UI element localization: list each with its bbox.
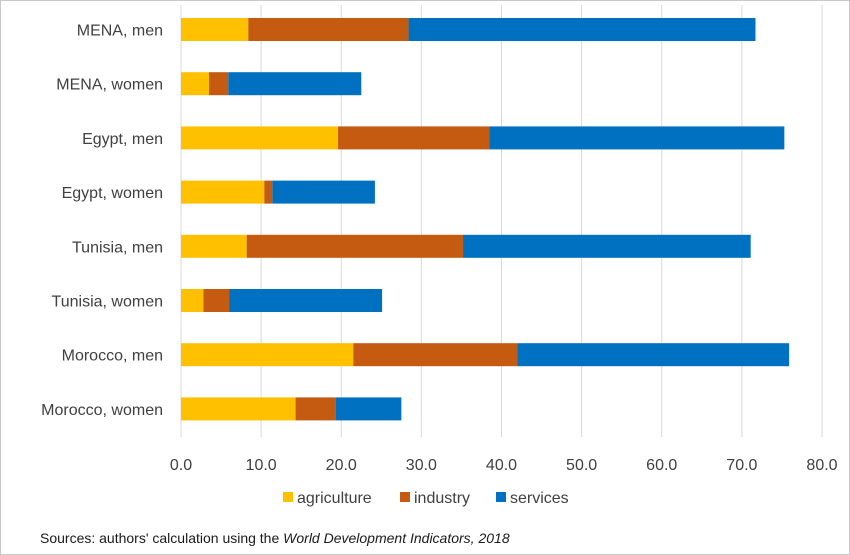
bar-agriculture: [181, 234, 247, 258]
gridlines: [180, 5, 823, 437]
legend: agriculture industry services: [283, 490, 569, 507]
bar-industry: [209, 72, 229, 96]
legend-swatch-agriculture: [283, 492, 293, 502]
category-label: Tunisia, men: [72, 239, 163, 256]
bar-industry: [248, 18, 409, 41]
bar-services: [517, 343, 790, 367]
x-tick-labels: 0.0 10.0 20.0 30.0 40.0 50.0 60.0 70.0 80.0: [170, 457, 838, 474]
source-prefix: Sources: authors' calculation using the: [40, 530, 284, 546]
category-label: Morocco, men: [62, 348, 163, 365]
bar-industry: [295, 397, 336, 421]
bar-agriculture: [181, 126, 339, 150]
bar-agriculture: [181, 397, 296, 421]
bar-services: [229, 289, 383, 312]
bar-industry: [353, 343, 518, 367]
bar-agriculture: [181, 72, 210, 96]
bar-industry: [264, 180, 273, 204]
category-label: MENA, women: [56, 77, 163, 94]
category-label: Egypt, men: [82, 131, 163, 148]
category-label: Egypt, women: [62, 185, 163, 202]
bars: [181, 18, 790, 421]
bar-industry: [338, 126, 490, 150]
bar-industry: [246, 234, 464, 258]
legend-label-industry: industry: [414, 490, 470, 507]
category-label: Morocco, women: [41, 402, 163, 419]
bar-services: [408, 18, 756, 41]
x-tick-label: 70.0: [726, 457, 757, 474]
legend-label-agriculture: agriculture: [297, 490, 372, 507]
x-tick-label: 10.0: [246, 457, 277, 474]
bar-industry: [203, 289, 230, 312]
bar-services: [272, 180, 375, 204]
category-label: MENA, men: [77, 23, 163, 40]
bar-services: [335, 397, 402, 421]
stacked-bar-chart: MENA, men MENA, women Egypt, men Egypt, wom…: [41, 5, 838, 507]
bar-services: [489, 126, 785, 150]
legend-label-services: services: [510, 490, 569, 507]
bar-services: [463, 234, 751, 258]
bar-agriculture: [181, 289, 204, 312]
bar-services: [228, 72, 362, 96]
bar-agriculture: [181, 180, 265, 204]
category-label: Tunisia, women: [52, 294, 163, 311]
source-title: World Development Indicators, 2018: [283, 530, 510, 546]
x-tick-label: 50.0: [566, 457, 597, 474]
legend-swatch-services: [496, 492, 506, 502]
source-note: Sources: authors' calculation using the …: [40, 530, 510, 546]
x-tick-label: 0.0: [170, 457, 192, 474]
bar-agriculture: [181, 343, 354, 367]
x-tick-label: 60.0: [646, 457, 677, 474]
bar-agriculture: [181, 18, 249, 41]
category-labels: MENA, men MENA, women Egypt, men Egypt, wom…: [41, 23, 163, 419]
x-tick-label: 20.0: [326, 457, 357, 474]
x-tick-label: 80.0: [806, 457, 837, 474]
x-tick-label: 40.0: [486, 457, 517, 474]
legend-swatch-industry: [400, 492, 410, 502]
x-tick-label: 30.0: [406, 457, 437, 474]
